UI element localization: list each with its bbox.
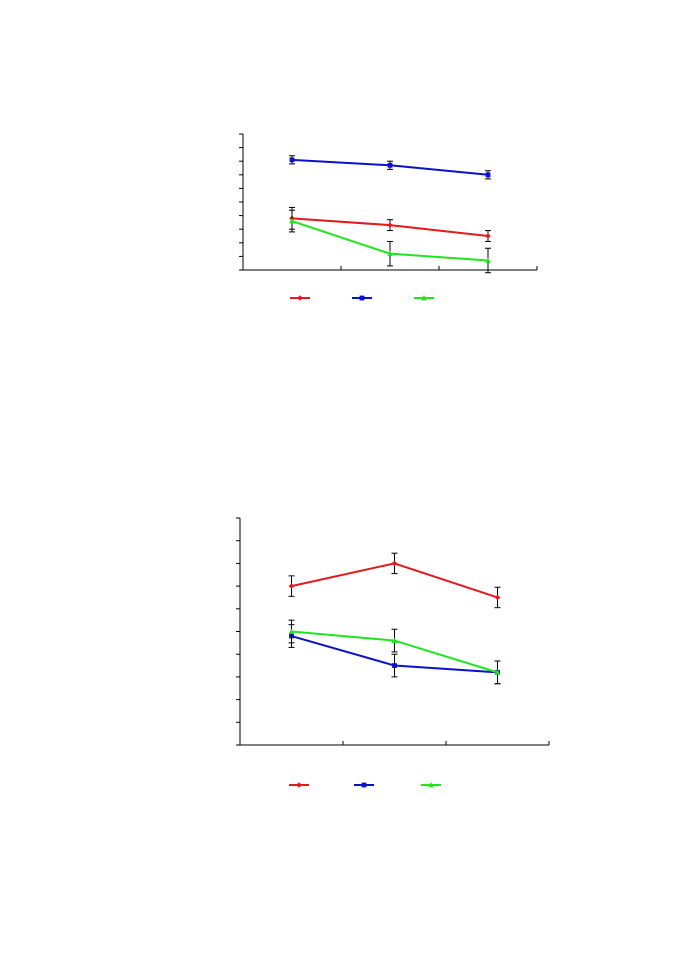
data-point [485, 257, 491, 263]
legend-entry-1 [352, 295, 372, 301]
chart-bottom [236, 517, 550, 788]
data-point [392, 663, 397, 668]
legend-entry-2 [414, 295, 434, 301]
data-point [494, 669, 501, 675]
data-point [387, 250, 393, 257]
data-point [387, 222, 393, 228]
legend-marker [361, 782, 367, 788]
series-1 [289, 155, 491, 180]
legend-entry-1 [354, 782, 374, 788]
legend-entry-2 [421, 782, 441, 788]
legend-marker [297, 295, 303, 301]
legend-marker [359, 295, 365, 301]
data-point [288, 628, 295, 634]
data-point [289, 218, 295, 224]
data-point [391, 637, 398, 643]
series-0 [289, 206, 491, 242]
series-0 [288, 552, 501, 609]
legend-marker [428, 782, 434, 788]
data-point [387, 162, 393, 168]
chart-top [239, 133, 538, 301]
legend-marker [296, 782, 302, 788]
legend-entry-0 [290, 295, 310, 301]
legend-marker [421, 295, 427, 301]
series-2 [288, 619, 501, 685]
data-point [289, 157, 295, 163]
legend-entry-0 [289, 782, 309, 788]
data-point [485, 172, 491, 178]
data-point [485, 233, 491, 239]
data-point [288, 583, 295, 589]
data-point [494, 594, 501, 601]
data-point [391, 560, 398, 567]
series-2 [289, 209, 491, 274]
